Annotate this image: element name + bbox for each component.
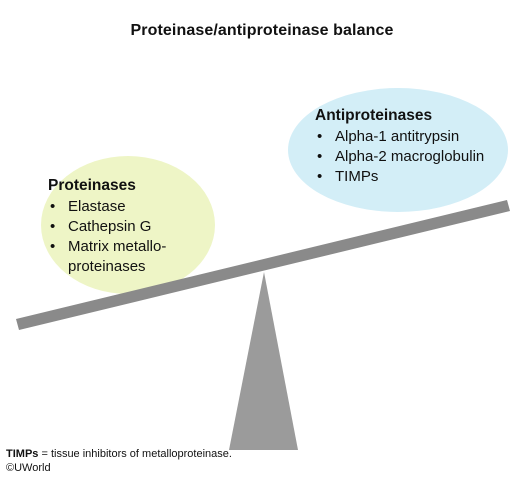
proteinase-item-line-2: proteinases [68, 258, 146, 275]
proteinase-item-cathepsin-g: Cathepsin G [48, 217, 218, 237]
antiproteinase-item-alpha2: Alpha-2 macroglobulin [315, 147, 515, 167]
proteinase-item-line-1: Matrix metallo- [68, 238, 166, 255]
antiproteinase-item-timps: TIMPs [315, 167, 515, 187]
proteinase-item-elastase: Elastase [48, 197, 218, 217]
antiproteinases-list: Alpha-1 antitrypsin Alpha-2 macroglobuli… [315, 127, 515, 187]
antiproteinases-list-group: Antiproteinases Alpha-1 antitrypsin Alph… [315, 106, 515, 187]
footnote-definition: = tissue inhibitors of metalloproteinase… [38, 448, 232, 460]
proteinases-list-group: Proteinases Elastase Cathepsin G Matrix … [48, 176, 218, 277]
diagram-title: Proteinase/antiproteinase balance [0, 22, 524, 40]
antiproteinases-heading: Antiproteinases [315, 106, 515, 126]
footnote: TIMPs = tissue inhibitors of metalloprot… [6, 447, 232, 461]
copyright: ©UWorld [6, 461, 51, 475]
proteinases-heading: Proteinases [48, 176, 218, 196]
proteinase-item-matrix-metalloproteinases: Matrix metallo-proteinases [48, 237, 218, 277]
proteinases-list: Elastase Cathepsin G Matrix metallo-prot… [48, 197, 218, 277]
footnote-term: TIMPs [6, 448, 38, 460]
antiproteinase-item-alpha1: Alpha-1 antitrypsin [315, 127, 515, 147]
fulcrum-triangle [229, 272, 298, 450]
